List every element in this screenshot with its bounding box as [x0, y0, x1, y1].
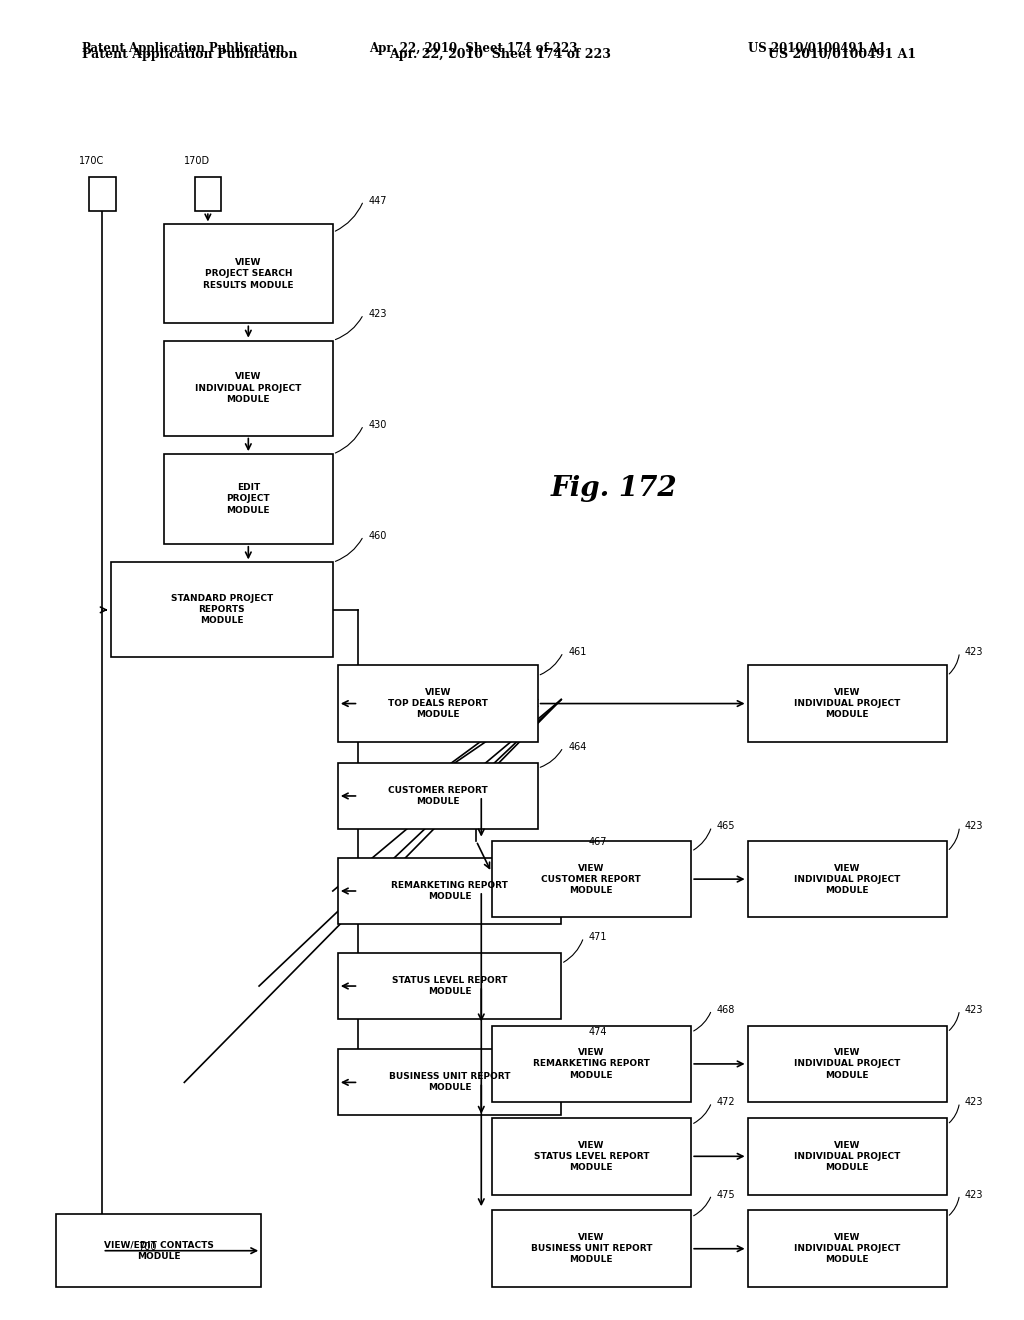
- Bar: [748, 1026, 947, 1102]
- Text: 423: 423: [965, 1005, 983, 1015]
- Text: 461: 461: [568, 647, 587, 657]
- Text: 170D: 170D: [184, 156, 211, 166]
- Text: 468: 468: [717, 1005, 735, 1015]
- Bar: [748, 665, 947, 742]
- Bar: [492, 1210, 691, 1287]
- Text: STATUS LEVEL REPORT
MODULE: STATUS LEVEL REPORT MODULE: [392, 975, 507, 997]
- Text: 170C: 170C: [79, 156, 104, 166]
- Text: US 2010/0100491 A1: US 2010/0100491 A1: [768, 48, 916, 61]
- Text: 475: 475: [717, 1189, 735, 1200]
- Text: REMARKETING REPORT
MODULE: REMARKETING REPORT MODULE: [391, 880, 508, 902]
- Text: US 2010/0100491 A1: US 2010/0100491 A1: [748, 42, 886, 55]
- Bar: [338, 665, 538, 742]
- Text: VIEW
BUSINESS UNIT REPORT
MODULE: VIEW BUSINESS UNIT REPORT MODULE: [530, 1233, 652, 1265]
- Text: VIEW
INDIVIDUAL PROJECT
MODULE: VIEW INDIVIDUAL PROJECT MODULE: [795, 863, 900, 895]
- Bar: [164, 341, 333, 436]
- Text: 423: 423: [965, 1189, 983, 1200]
- Text: Apr. 22, 2010  Sheet 174 of 223: Apr. 22, 2010 Sheet 174 of 223: [389, 48, 611, 61]
- Bar: [338, 1049, 561, 1115]
- Text: VIEW
STATUS LEVEL REPORT
MODULE: VIEW STATUS LEVEL REPORT MODULE: [534, 1140, 649, 1172]
- Text: 474: 474: [589, 1027, 607, 1038]
- Text: VIEW
INDIVIDUAL PROJECT
MODULE: VIEW INDIVIDUAL PROJECT MODULE: [795, 1140, 900, 1172]
- Text: Patent Application Publication: Patent Application Publication: [82, 42, 285, 55]
- Text: VIEW
INDIVIDUAL PROJECT
MODULE: VIEW INDIVIDUAL PROJECT MODULE: [795, 688, 900, 719]
- Text: 423: 423: [965, 1097, 983, 1107]
- Bar: [748, 1118, 947, 1195]
- Bar: [492, 1026, 691, 1102]
- Text: 447: 447: [369, 195, 387, 206]
- Bar: [492, 841, 691, 917]
- Text: VIEW
INDIVIDUAL PROJECT
MODULE: VIEW INDIVIDUAL PROJECT MODULE: [795, 1048, 900, 1080]
- Bar: [89, 177, 116, 211]
- Bar: [195, 177, 221, 211]
- Bar: [338, 763, 538, 829]
- Text: 472: 472: [717, 1097, 735, 1107]
- Text: 460: 460: [369, 531, 387, 541]
- Text: 467: 467: [589, 837, 607, 847]
- Bar: [748, 841, 947, 917]
- Text: VIEW
PROJECT SEARCH
RESULTS MODULE: VIEW PROJECT SEARCH RESULTS MODULE: [203, 259, 294, 289]
- Text: VIEW
INDIVIDUAL PROJECT
MODULE: VIEW INDIVIDUAL PROJECT MODULE: [795, 1233, 900, 1265]
- Text: EDIT
PROJECT
MODULE: EDIT PROJECT MODULE: [226, 483, 270, 515]
- Text: 700: 700: [138, 1242, 157, 1253]
- Bar: [748, 1210, 947, 1287]
- Text: Apr. 22, 2010  Sheet 174 of 223: Apr. 22, 2010 Sheet 174 of 223: [369, 42, 578, 55]
- Text: BUSINESS UNIT REPORT
MODULE: BUSINESS UNIT REPORT MODULE: [389, 1072, 510, 1093]
- Text: VIEW
TOP DEALS REPORT
MODULE: VIEW TOP DEALS REPORT MODULE: [388, 688, 487, 719]
- Text: 423: 423: [965, 647, 983, 657]
- Text: Fig. 172: Fig. 172: [551, 475, 678, 502]
- Text: VIEW
INDIVIDUAL PROJECT
MODULE: VIEW INDIVIDUAL PROJECT MODULE: [196, 372, 301, 404]
- Text: VIEW
REMARKETING REPORT
MODULE: VIEW REMARKETING REPORT MODULE: [532, 1048, 650, 1080]
- Text: 471: 471: [589, 932, 607, 942]
- Text: 423: 423: [369, 309, 387, 319]
- Text: 465: 465: [717, 821, 735, 832]
- Text: VIEW/EDIT CONTACTS
MODULE: VIEW/EDIT CONTACTS MODULE: [103, 1241, 214, 1261]
- Bar: [164, 454, 333, 544]
- Text: Patent Application Publication: Patent Application Publication: [82, 48, 297, 61]
- Text: 423: 423: [965, 821, 983, 832]
- Bar: [56, 1214, 261, 1287]
- Bar: [164, 224, 333, 323]
- Text: CUSTOMER REPORT
MODULE: CUSTOMER REPORT MODULE: [388, 785, 487, 807]
- Bar: [338, 858, 561, 924]
- Text: STANDARD PROJECT
REPORTS
MODULE: STANDARD PROJECT REPORTS MODULE: [171, 594, 272, 626]
- Text: 430: 430: [369, 420, 387, 430]
- Bar: [111, 562, 333, 657]
- Text: 464: 464: [568, 742, 587, 752]
- Bar: [492, 1118, 691, 1195]
- Bar: [338, 953, 561, 1019]
- Text: VIEW
CUSTOMER REPORT
MODULE: VIEW CUSTOMER REPORT MODULE: [542, 863, 641, 895]
